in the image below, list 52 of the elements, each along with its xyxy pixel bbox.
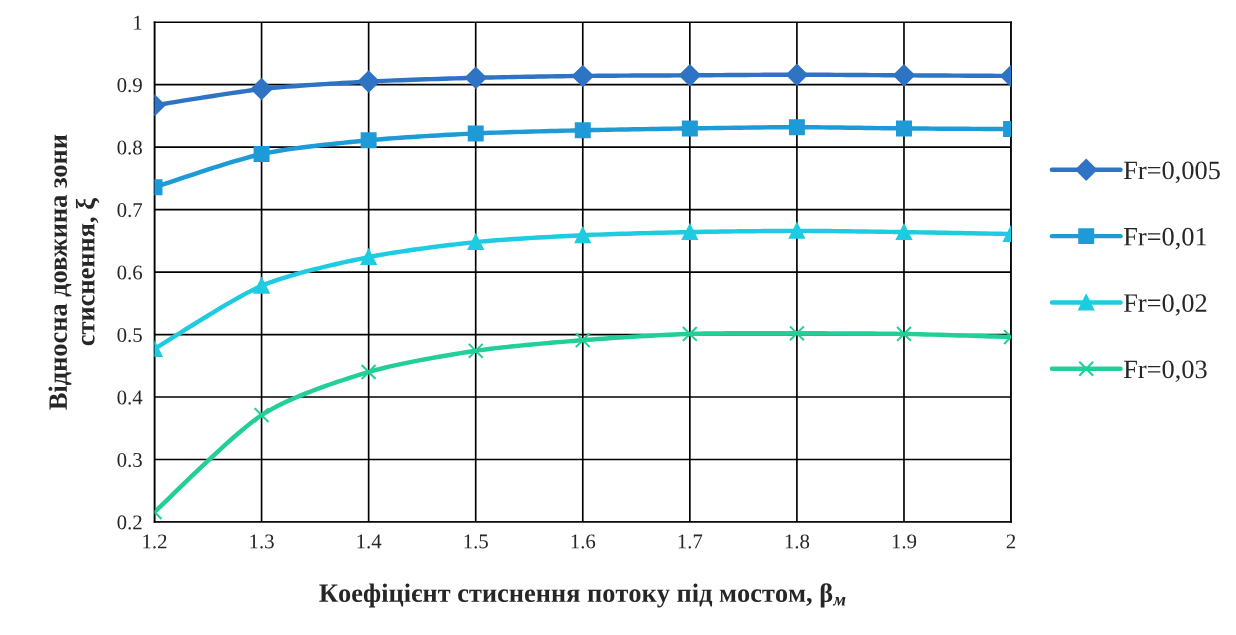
y-tick-label: 0.6	[117, 265, 143, 280]
x-tick-label: 1.9	[892, 534, 917, 549]
legend-label: Fr=0,01	[1123, 227, 1207, 250]
x-tick-label: 1.6	[571, 534, 596, 549]
legend-label: Fr=0,02	[1123, 294, 1207, 316]
y-tick-label: 0.2	[117, 515, 142, 530]
x-tick-label: 1.5	[464, 534, 488, 549]
x-tick-label: 1.2	[143, 534, 167, 549]
point	[893, 64, 915, 87]
x-axis-title: Коефіцієнт стиснення потоку під мостом, β$_{м}$	[319, 583, 846, 608]
point	[357, 70, 380, 93]
point	[360, 249, 377, 266]
x-tick-label: 2	[1006, 534, 1016, 549]
point	[681, 120, 698, 137]
point	[574, 122, 591, 139]
y-tick-label: 0.5	[117, 327, 142, 343]
y-tick-label: 0.9	[117, 78, 142, 93]
y-axis-title: Відносна довжина зони стиснення, ξ	[48, 134, 100, 410]
point	[250, 78, 273, 100]
point	[681, 325, 698, 342]
point	[253, 277, 270, 294]
x-tick-label: 1.3	[250, 534, 274, 549]
x-tick-label: 1.4	[357, 534, 382, 549]
x-tick-label: 1.7	[678, 534, 703, 549]
point	[253, 146, 270, 163]
point	[678, 64, 701, 87]
point	[464, 66, 487, 89]
point	[360, 132, 377, 149]
y-tick-label: 1	[134, 15, 142, 30]
legend-label: Fr=0,03	[1123, 360, 1207, 383]
y-tick-label: 0.4	[117, 390, 143, 405]
point	[895, 120, 912, 137]
y-tick-label: 0.8	[117, 140, 142, 155]
point	[467, 234, 484, 251]
legend-label: Fr=0,005	[1123, 161, 1220, 184]
point	[467, 342, 484, 359]
point	[895, 224, 912, 241]
point	[788, 222, 805, 239]
point	[786, 63, 808, 86]
y-tick-label: 0.3	[117, 452, 142, 468]
point	[574, 332, 591, 349]
y-tick-label: 0.7	[117, 203, 143, 218]
point	[788, 325, 805, 342]
point	[571, 65, 594, 87]
point	[467, 125, 484, 142]
point	[681, 224, 698, 241]
point	[788, 119, 805, 136]
point	[253, 407, 270, 424]
point	[574, 227, 591, 244]
x-tick-label: 1.8	[785, 534, 810, 549]
point	[895, 325, 912, 342]
point	[360, 364, 377, 381]
